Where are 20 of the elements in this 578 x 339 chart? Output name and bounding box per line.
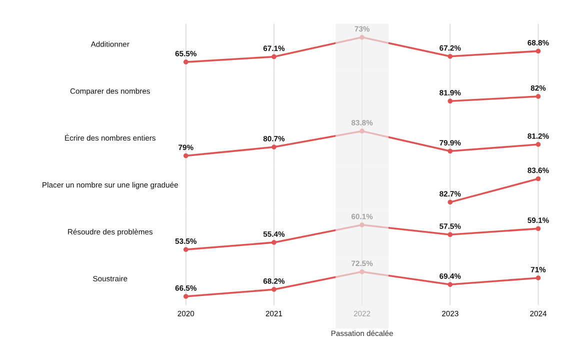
point xyxy=(183,294,188,299)
point xyxy=(360,34,364,40)
point xyxy=(448,148,453,154)
point xyxy=(536,48,541,54)
point xyxy=(272,240,276,245)
point xyxy=(360,222,364,228)
point xyxy=(272,144,276,150)
point xyxy=(272,287,276,292)
point xyxy=(272,54,276,60)
point xyxy=(183,60,188,64)
point xyxy=(536,226,541,232)
point xyxy=(448,282,453,287)
point xyxy=(448,232,453,238)
point xyxy=(448,54,453,59)
point xyxy=(536,142,541,147)
point xyxy=(183,153,188,158)
point xyxy=(183,247,188,252)
point xyxy=(360,128,364,134)
point xyxy=(360,269,364,274)
point xyxy=(536,276,541,280)
